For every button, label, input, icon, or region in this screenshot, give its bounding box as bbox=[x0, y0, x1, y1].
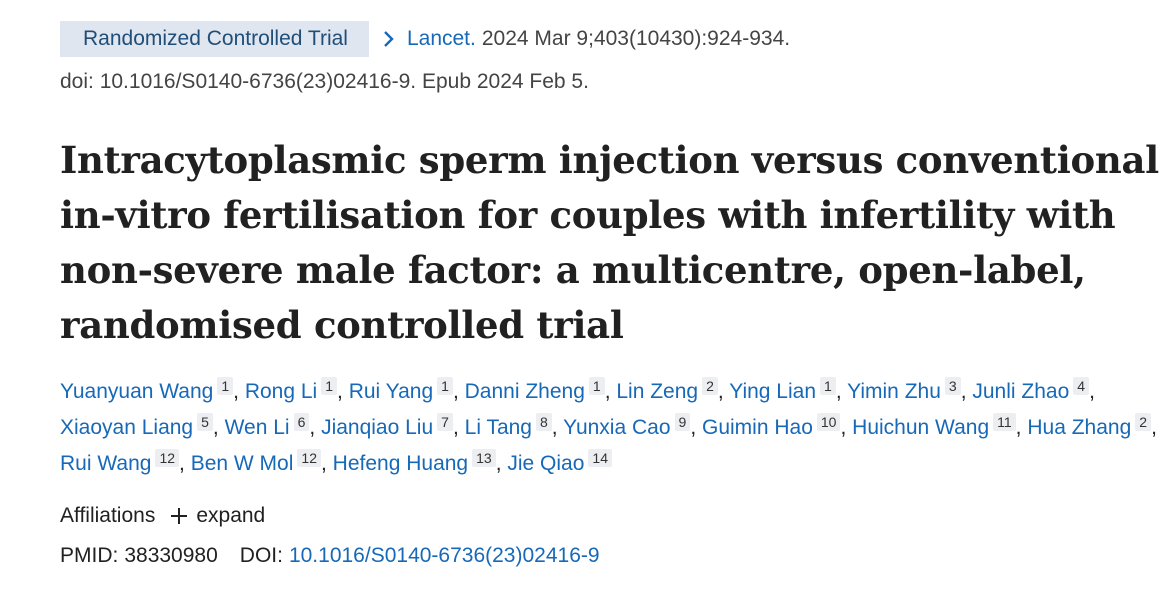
author-name-link[interactable]: Rong Li bbox=[244, 380, 318, 403]
author-name-link[interactable]: Danni Zheng bbox=[464, 380, 585, 403]
affiliation-number[interactable]: 11 bbox=[993, 413, 1016, 431]
author-name-link[interactable]: Hefeng Huang bbox=[332, 452, 469, 475]
affiliation-number[interactable]: 6 bbox=[293, 413, 310, 431]
author-separator: , bbox=[1089, 380, 1095, 403]
author-name-link[interactable]: Hua Zhang bbox=[1027, 416, 1132, 439]
author-item: Hefeng Huang 13, bbox=[332, 449, 502, 475]
affiliations-section: Affiliations expand bbox=[60, 504, 265, 528]
affiliation-number[interactable]: 2 bbox=[1135, 413, 1152, 431]
doi-link[interactable]: 10.1016/S0140-6736(23)02416-9 bbox=[288, 544, 600, 567]
author-name-link[interactable]: Jie Qiao bbox=[507, 452, 585, 475]
author-separator: , bbox=[320, 452, 327, 475]
author-item: Ben W Mol 12, bbox=[190, 449, 327, 475]
plus-icon bbox=[171, 508, 188, 524]
pmid-value: 38330980 bbox=[124, 544, 218, 567]
author-item: Li Tang 8, bbox=[464, 413, 558, 439]
author-separator: , bbox=[212, 416, 219, 439]
author-name-link[interactable]: Guimin Hao bbox=[702, 416, 813, 439]
author-separator: , bbox=[1015, 416, 1022, 439]
identifiers-line: PMID: 38330980 DOI: 10.1016/S0140-6736(23)0… bbox=[60, 544, 600, 568]
author-name-link[interactable]: Li Tang bbox=[464, 416, 532, 439]
chevron-right-icon[interactable] bbox=[383, 30, 395, 48]
affiliations-label: Affiliations bbox=[60, 504, 156, 527]
author-item: Rong Li 1, bbox=[244, 377, 343, 403]
author-item: Danni Zheng 1, bbox=[464, 377, 611, 403]
affiliation-number[interactable]: 3 bbox=[944, 377, 961, 395]
author-item: Yimin Zhu 3, bbox=[847, 377, 967, 403]
publication-type-badge[interactable]: Randomized Controlled Trial bbox=[60, 21, 369, 57]
author-name-link[interactable]: Yunxia Cao bbox=[563, 416, 671, 439]
author-item: Hua Zhang 2, bbox=[1027, 413, 1157, 439]
author-separator: , bbox=[179, 452, 185, 475]
author-separator: , bbox=[452, 380, 459, 403]
author-name-link[interactable]: Rui Wang bbox=[60, 452, 152, 475]
author-separator: , bbox=[717, 380, 724, 403]
author-item: Rui Yang 1, bbox=[348, 377, 459, 403]
author-name-link[interactable]: Rui Yang bbox=[348, 380, 434, 403]
author-separator: , bbox=[835, 380, 842, 403]
author-name-link[interactable]: Ben W Mol bbox=[190, 452, 294, 475]
author-name-link[interactable]: Wen Li bbox=[224, 416, 290, 439]
author-item: Jie Qiao 14 bbox=[507, 449, 612, 475]
author-separator: , bbox=[495, 452, 502, 475]
author-item: Guimin Hao 10, bbox=[702, 413, 847, 439]
affiliation-number[interactable]: 5 bbox=[197, 413, 213, 431]
journal-link[interactable]: Lancet. bbox=[406, 27, 476, 50]
author-separator: , bbox=[452, 416, 459, 439]
author-separator: , bbox=[690, 416, 697, 439]
author-separator: , bbox=[309, 416, 316, 439]
author-item: Yuanyuan Wang 1, bbox=[60, 377, 239, 403]
author-name-link[interactable]: Yuanyuan Wang bbox=[60, 380, 214, 403]
author-item: Yunxia Cao 9, bbox=[563, 413, 697, 439]
expand-label: expand bbox=[196, 504, 266, 527]
author-name-link[interactable]: Xiaoyan Liang bbox=[60, 416, 194, 439]
author-separator: , bbox=[337, 380, 343, 403]
author-name-link[interactable]: Jianqiao Liu bbox=[321, 416, 434, 439]
author-separator: , bbox=[551, 416, 558, 439]
doi-epub-line: doi: 10.1016/S0140-6736(23)02416-9. Epub… bbox=[60, 70, 589, 93]
author-name-link[interactable]: Yimin Zhu bbox=[847, 380, 941, 403]
affiliation-number[interactable]: 12 bbox=[155, 449, 180, 467]
author-item: Wen Li 6, bbox=[224, 413, 316, 439]
citation-details: 2024 Mar 9;403(10430):924-934. bbox=[481, 27, 791, 50]
author-separator: , bbox=[840, 416, 847, 439]
author-separator: , bbox=[604, 380, 611, 403]
journal-citation: Lancet. 2024 Mar 9;403(10430):924-934. bbox=[383, 27, 790, 51]
affiliation-number[interactable]: 12 bbox=[297, 449, 321, 467]
affiliation-number[interactable]: 1 bbox=[437, 377, 453, 395]
author-item: Ying Lian 1, bbox=[729, 377, 842, 403]
article-header: Randomized Controlled Trial Lancet. 2024… bbox=[60, 21, 790, 57]
affiliation-number[interactable]: 10 bbox=[816, 413, 841, 431]
author-name-link[interactable]: Junli Zhao bbox=[972, 380, 1070, 403]
author-item: Xiaoyan Liang 5, bbox=[60, 413, 219, 439]
affiliation-number[interactable]: 4 bbox=[1073, 377, 1090, 395]
affiliation-number[interactable]: 2 bbox=[702, 377, 718, 395]
affiliation-number[interactable]: 1 bbox=[588, 377, 605, 395]
doi-label: DOI: bbox=[239, 544, 283, 567]
article-title: Intracytoplasmic sperm injection versus … bbox=[60, 138, 1159, 347]
author-name-link[interactable]: Lin Zeng bbox=[616, 380, 699, 403]
author-separator: , bbox=[233, 380, 239, 403]
author-name-link[interactable]: Ying Lian bbox=[729, 380, 817, 403]
author-separator: , bbox=[1151, 416, 1157, 439]
affiliation-number[interactable]: 1 bbox=[217, 377, 234, 395]
author-item: Jianqiao Liu 7, bbox=[321, 413, 459, 439]
affiliation-number[interactable]: 14 bbox=[588, 449, 612, 467]
affiliations-expand-button[interactable]: expand bbox=[171, 504, 265, 528]
pmid-label: PMID: bbox=[60, 544, 119, 567]
author-name-link[interactable]: Huichun Wang bbox=[852, 416, 990, 439]
author-list: Yuanyuan Wang 1, Rong Li 1, Rui Yang 1, Dan… bbox=[60, 374, 1160, 482]
affiliation-number[interactable]: 1 bbox=[321, 377, 338, 395]
affiliation-number[interactable]: 9 bbox=[674, 413, 691, 431]
affiliation-number[interactable]: 1 bbox=[820, 377, 836, 395]
author-separator: , bbox=[960, 380, 967, 403]
author-item: Lin Zeng 2, bbox=[616, 377, 724, 403]
affiliation-number[interactable]: 7 bbox=[437, 413, 453, 431]
author-item: Junli Zhao 4, bbox=[972, 377, 1095, 403]
affiliation-number[interactable]: 13 bbox=[472, 449, 496, 467]
author-item: Rui Wang 12, bbox=[60, 449, 185, 475]
affiliation-number[interactable]: 8 bbox=[535, 413, 552, 431]
author-item: Huichun Wang 11, bbox=[852, 413, 1022, 439]
